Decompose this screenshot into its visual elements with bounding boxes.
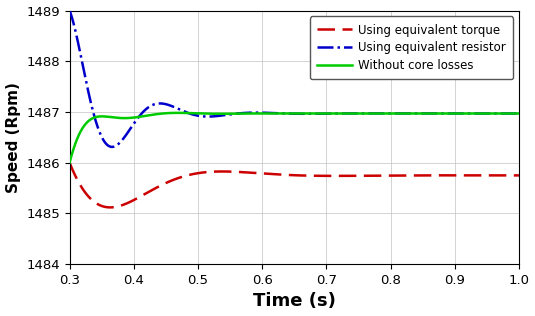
Line: Using equivalent resistor: Using equivalent resistor	[70, 10, 519, 147]
Without core losses	[424, 112, 430, 115]
Without core losses	[229, 112, 235, 116]
Line: Without core losses: Without core losses	[70, 113, 519, 163]
Line: Using equivalent torque: Using equivalent torque	[70, 163, 519, 207]
Legend: Using equivalent torque, Using equivalent resistor, Without core losses: Using equivalent torque, Using equivalen…	[310, 16, 513, 79]
Using equivalent torque	[89, 198, 95, 202]
Without core losses	[89, 117, 95, 120]
Without core losses	[516, 112, 522, 115]
Y-axis label: Speed (Rpm): Speed (Rpm)	[5, 82, 20, 193]
Using equivalent torque	[400, 173, 406, 177]
Without core losses	[400, 112, 406, 115]
Using equivalent resistor	[109, 145, 115, 149]
Using equivalent torque	[516, 173, 522, 177]
Using equivalent resistor	[516, 112, 522, 115]
Using equivalent resistor	[352, 112, 358, 115]
Using equivalent resistor	[229, 112, 235, 116]
Using equivalent resistor	[89, 106, 95, 110]
Using equivalent torque	[66, 161, 73, 165]
Using equivalent torque	[424, 173, 430, 177]
Using equivalent resistor	[332, 112, 339, 115]
Using equivalent torque	[229, 170, 235, 173]
Without core losses	[174, 111, 181, 115]
Without core losses	[66, 161, 73, 165]
X-axis label: Time (s): Time (s)	[253, 292, 335, 310]
Using equivalent resistor	[424, 112, 430, 115]
Without core losses	[332, 112, 339, 115]
Using equivalent torque	[352, 174, 358, 178]
Using equivalent resistor	[66, 9, 73, 12]
Using equivalent torque	[332, 174, 339, 178]
Without core losses	[352, 112, 358, 115]
Using equivalent torque	[107, 205, 113, 209]
Using equivalent resistor	[400, 112, 406, 115]
